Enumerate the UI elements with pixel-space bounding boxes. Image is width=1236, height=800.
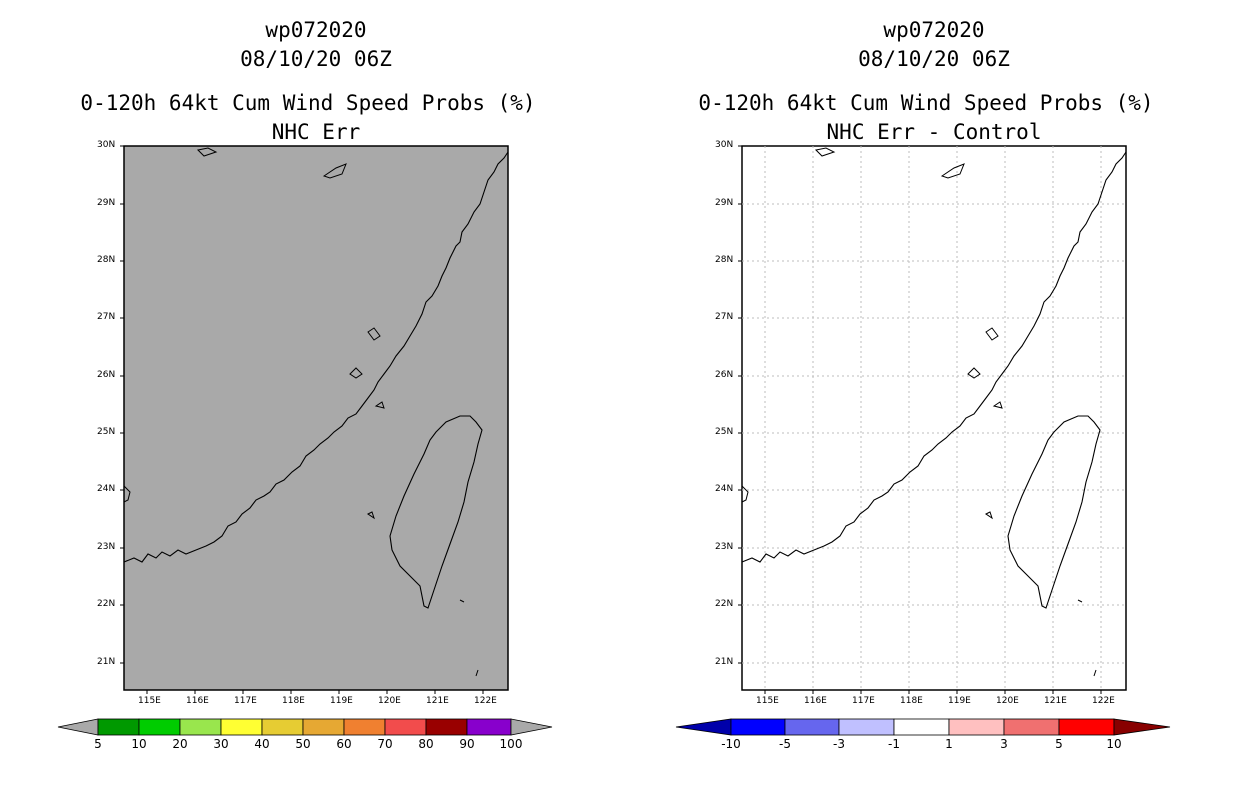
- left-colorbar-label: 5: [94, 737, 102, 751]
- right-colorbar-label: -1: [888, 737, 900, 751]
- right-colorbar-label: 5: [1055, 737, 1063, 751]
- right-title-line4: NHC Err - Control: [826, 120, 1042, 144]
- right-title-line2: 08/10/20 06Z: [858, 47, 1010, 71]
- right-lat-label: 29N: [715, 198, 734, 208]
- left-colorbar-bin: [302, 718, 345, 736]
- right-lat-label: 30N: [715, 140, 734, 150]
- left-colorbar-label: 40: [254, 737, 270, 751]
- right-lon-label: 121E: [1044, 696, 1067, 706]
- left-colorbar-label: 20: [172, 737, 188, 751]
- left-colorbar-label: 50: [295, 737, 311, 751]
- right-lat-label: 25N: [715, 427, 734, 437]
- left-colorbar-bin: [384, 718, 427, 736]
- left-lat-label: 24N: [97, 484, 116, 494]
- left-lat-label: 28N: [97, 255, 116, 265]
- left-lat-label: 29N: [97, 198, 116, 208]
- right-colorbar-bin: [1003, 718, 1060, 736]
- right-ticks: [738, 145, 1102, 694]
- right-lon-label: 122E: [1092, 696, 1115, 706]
- gridlines: [742, 146, 1126, 690]
- right-colorbar-upper-triangle: [1113, 718, 1171, 736]
- left-colorbar-label: 90: [459, 737, 475, 751]
- left-colorbar-lower-triangle: [57, 718, 99, 736]
- right-lon-label: 117E: [852, 696, 875, 706]
- left-colorbar-bin: [138, 718, 181, 736]
- left-colorbar-bin: [343, 718, 386, 736]
- right-colorbar-label: 1: [945, 737, 953, 751]
- left-ticks: [120, 145, 484, 694]
- left-lat-label: 26N: [97, 370, 116, 380]
- right-colorbar-label: 3: [1000, 737, 1008, 751]
- left-colorbar-label: 100: [499, 737, 523, 751]
- right-lat-label: 21N: [715, 657, 734, 667]
- left-map-background: [123, 145, 509, 691]
- left-colorbar-label: 80: [418, 737, 434, 751]
- right-lat-label: 24N: [715, 484, 734, 494]
- right-colorbar-label: -3: [833, 737, 845, 751]
- left-lat-label: 30N: [97, 140, 116, 150]
- right-colorbar-label: -5: [779, 737, 791, 751]
- right-lon-label: 120E: [996, 696, 1019, 706]
- right-map: [741, 145, 1127, 691]
- left-lat-label: 27N: [97, 312, 116, 322]
- left-colorbar-bin: [466, 718, 512, 736]
- right-colorbar-bin: [838, 718, 895, 736]
- left-colorbar-bin: [261, 718, 304, 736]
- left-title-line4: NHC Err: [271, 120, 361, 144]
- right-colorbar-lower-triangle: [675, 718, 732, 736]
- left-title-line2: 08/10/20 06Z: [240, 47, 392, 71]
- right-colorbar-bin: [730, 718, 786, 736]
- left-map: [123, 145, 509, 691]
- right-colorbar: [675, 718, 1171, 736]
- right-lon-label: 118E: [900, 696, 923, 706]
- right-lat-label: 22N: [715, 599, 734, 609]
- left-colorbar-bin: [425, 718, 468, 736]
- left-lon-label: 118E: [282, 696, 305, 706]
- right-colorbar-bin: [893, 718, 950, 736]
- left-lon-label: 122E: [474, 696, 497, 706]
- left-colorbar: [57, 718, 553, 736]
- left-lon-label: 117E: [234, 696, 257, 706]
- right-colorbar-bin: [1058, 718, 1115, 736]
- left-colorbar-label: 70: [377, 737, 393, 751]
- left-title-line3: 0-120h 64kt Cum Wind Speed Probs (%): [80, 91, 536, 115]
- right-colorbar-bin: [948, 718, 1005, 736]
- left-lat-label: 25N: [97, 427, 116, 437]
- left-colorbar-bin: [179, 718, 222, 736]
- left-lat-label: 22N: [97, 599, 116, 609]
- right-colorbar-label: -10: [721, 737, 741, 751]
- right-lon-label: 115E: [756, 696, 779, 706]
- left-lat-label: 21N: [97, 657, 116, 667]
- right-lat-label: 26N: [715, 370, 734, 380]
- left-lon-label: 116E: [186, 696, 209, 706]
- right-colorbar-label: 10: [1106, 737, 1122, 751]
- left-lon-label: 121E: [426, 696, 449, 706]
- left-colorbar-label: 10: [131, 737, 147, 751]
- right-title-line1: wp072020: [883, 18, 985, 42]
- left-colorbar-label: 30: [213, 737, 229, 751]
- right-lat-label: 28N: [715, 255, 734, 265]
- left-lon-label: 119E: [330, 696, 353, 706]
- right-lat-label: 27N: [715, 312, 734, 322]
- left-colorbar-label: 60: [336, 737, 352, 751]
- left-lat-label: 23N: [97, 542, 116, 552]
- right-lon-label: 119E: [948, 696, 971, 706]
- left-colorbar-upper-triangle: [510, 718, 553, 736]
- right-lat-label: 23N: [715, 542, 734, 552]
- right-map-background: [741, 145, 1127, 691]
- left-lon-label: 120E: [378, 696, 401, 706]
- left-title-line1: wp072020: [265, 18, 367, 42]
- right-colorbar-bin: [784, 718, 840, 736]
- right-lon-label: 116E: [804, 696, 827, 706]
- left-colorbar-bin: [220, 718, 263, 736]
- left-lon-label: 115E: [138, 696, 161, 706]
- left-colorbar-bin: [97, 718, 140, 736]
- right-title-line3: 0-120h 64kt Cum Wind Speed Probs (%): [698, 91, 1154, 115]
